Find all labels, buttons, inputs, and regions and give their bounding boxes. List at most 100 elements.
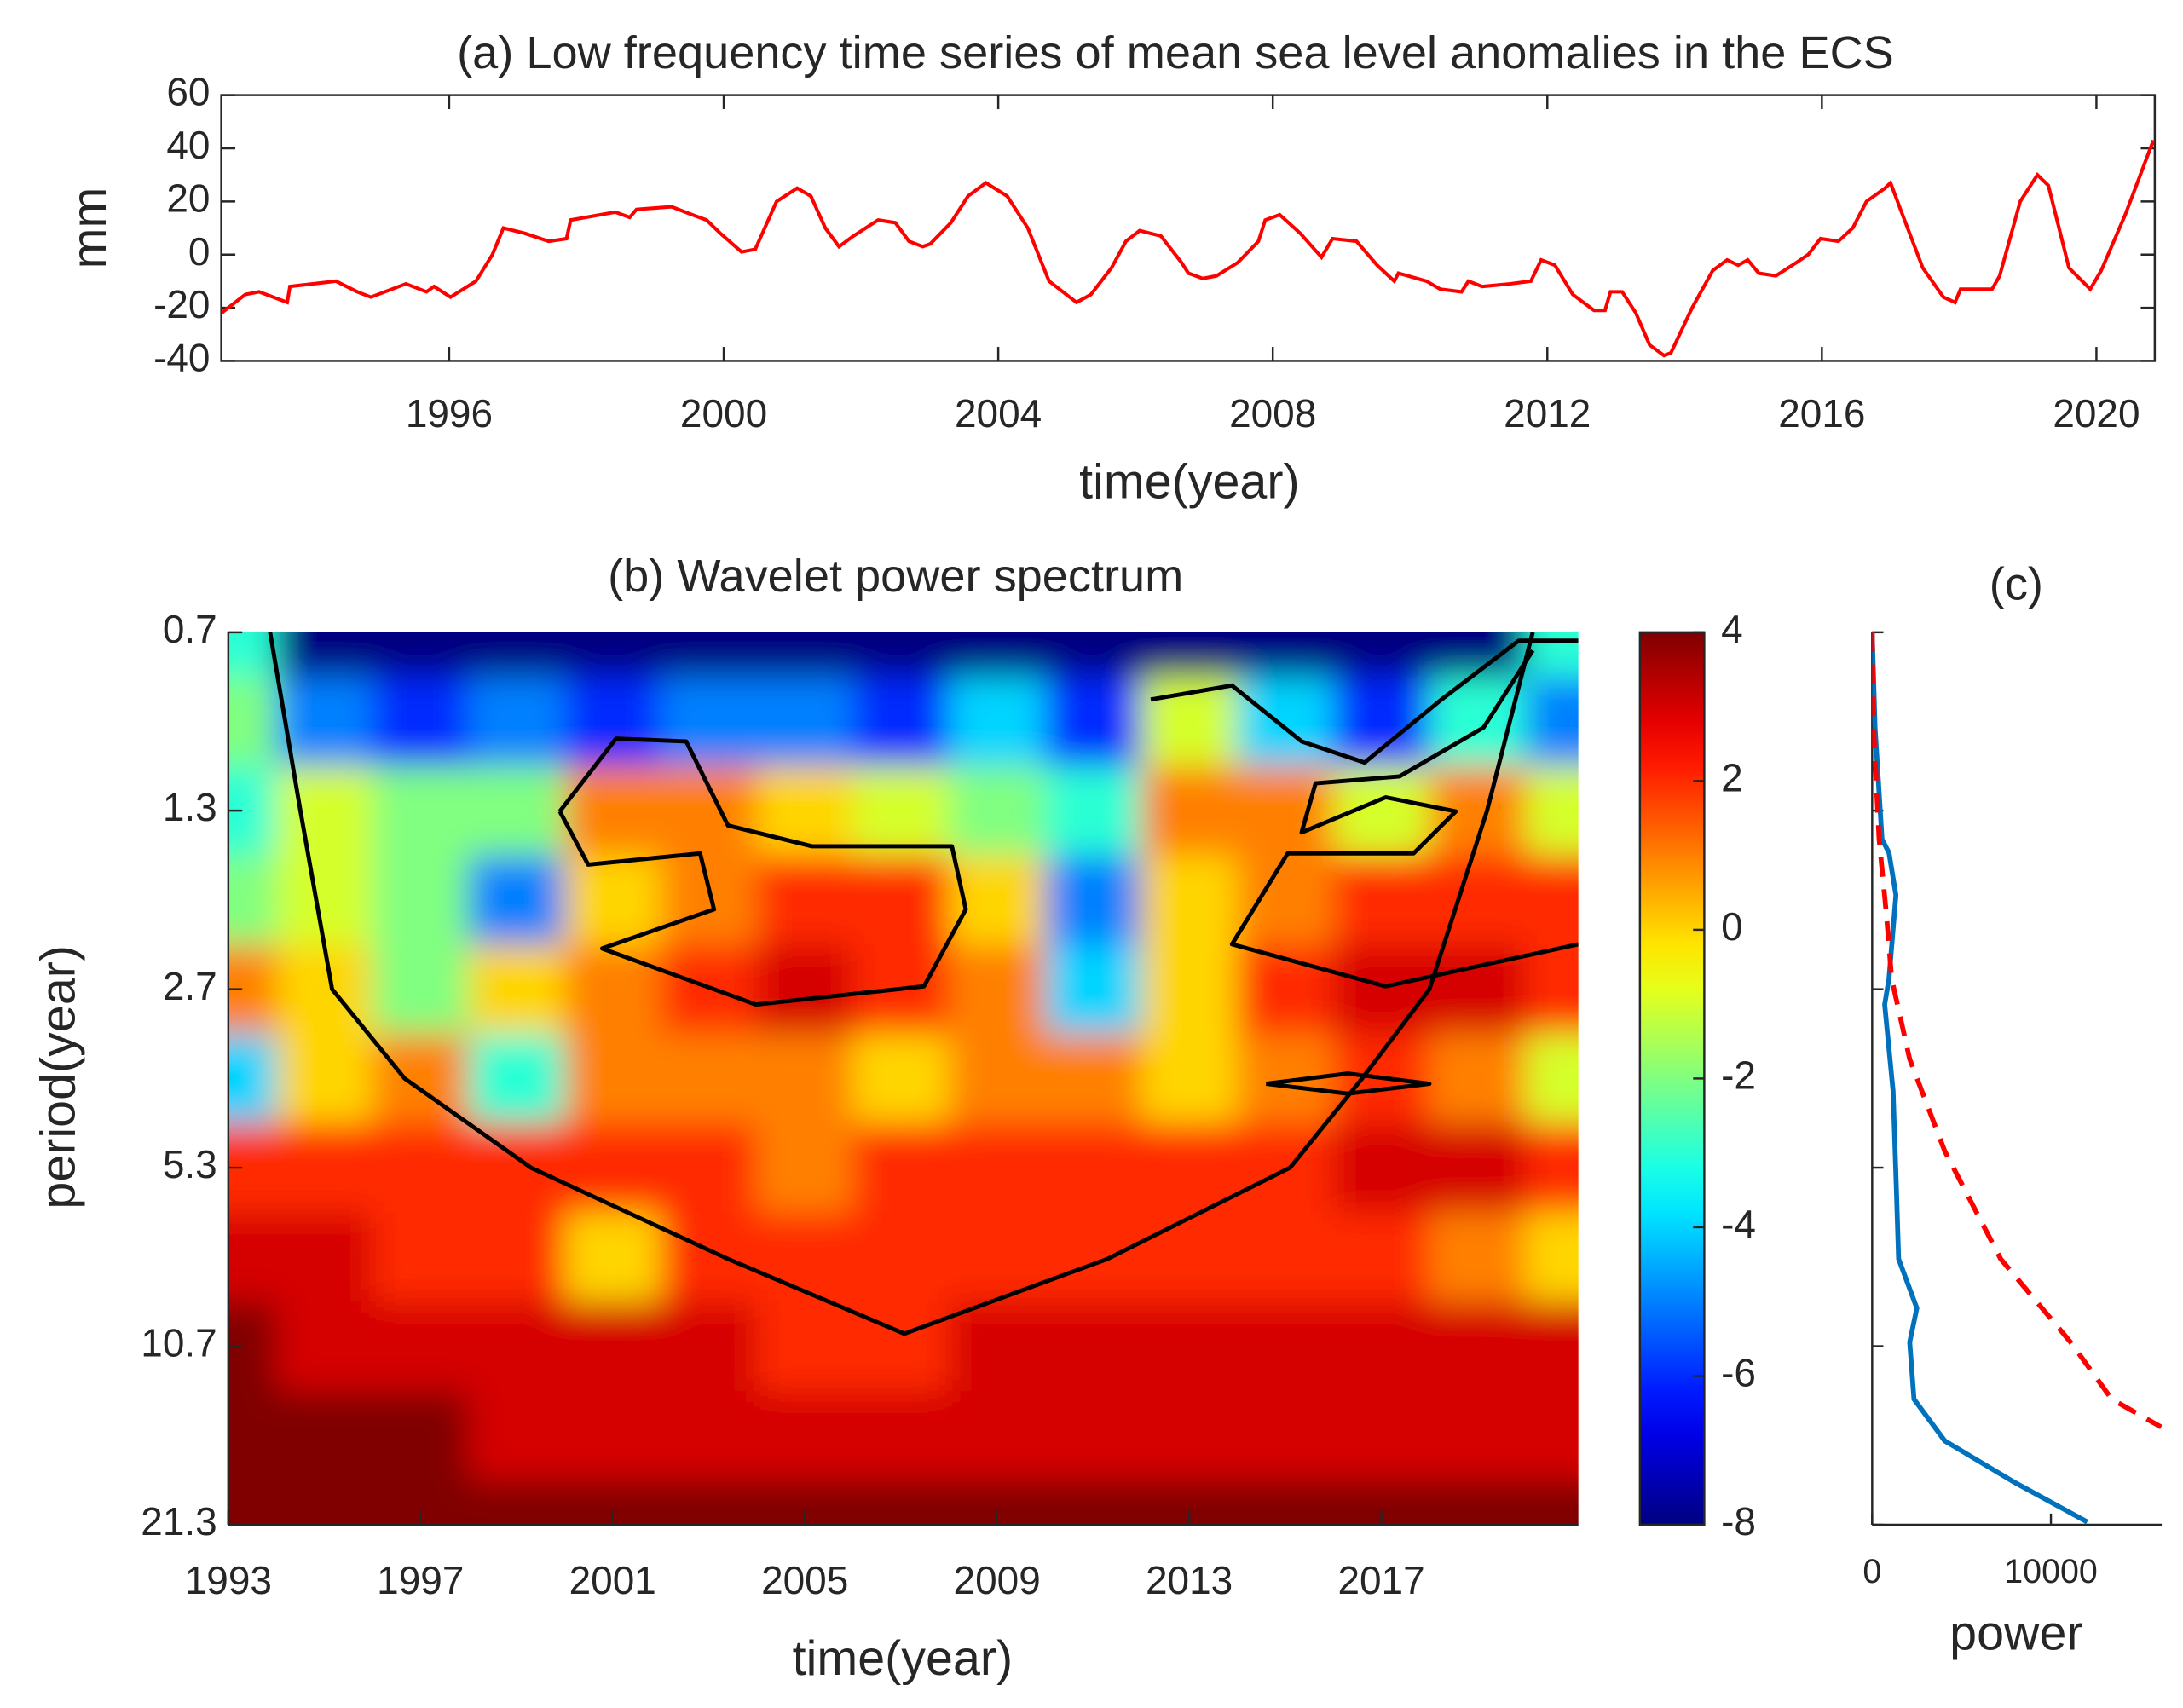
y-label-b: period(year)	[32, 945, 86, 1209]
x-tick-label: 1993	[185, 1558, 272, 1602]
power-cell	[228, 1033, 278, 1124]
power-cell	[1525, 855, 1579, 946]
power-cell	[1045, 1390, 1142, 1481]
power-cell	[372, 765, 470, 857]
power-cell	[756, 944, 854, 1035]
significance-contour	[1150, 638, 1579, 765]
x-label-b: time(year)	[793, 1631, 1014, 1686]
power-cell	[756, 1033, 854, 1124]
y-tick-label: 5.3	[163, 1142, 217, 1186]
power-cell	[1525, 1301, 1579, 1392]
power-cell	[1141, 944, 1239, 1035]
power-cell	[1237, 765, 1335, 857]
spectrum-line	[1872, 632, 2089, 1525]
power-cell	[468, 1033, 566, 1124]
x-label-a: time(year)	[1079, 455, 1300, 510]
y-label-a: mm	[62, 188, 117, 269]
power-cell	[372, 1122, 470, 1214]
x-tick-label: 2016	[1778, 391, 1865, 436]
power-cell	[564, 855, 661, 946]
power-cell	[564, 677, 661, 767]
power-cell	[1429, 1212, 1527, 1302]
power-cell	[1237, 677, 1335, 767]
power-cell	[661, 1033, 758, 1124]
power-cell	[468, 1212, 566, 1302]
power-cell	[661, 1212, 758, 1302]
power-cell	[1525, 944, 1579, 1035]
power-cell	[1429, 1301, 1527, 1392]
power-cell	[228, 1390, 278, 1481]
power-cell	[1429, 1480, 1527, 1525]
significance-contour	[1229, 649, 1579, 989]
x-tick-label: 2000	[680, 391, 767, 436]
power-cell	[1525, 1480, 1579, 1525]
power-cell	[372, 1301, 470, 1392]
power-cell	[564, 1122, 661, 1214]
power-cell	[276, 632, 373, 678]
title-c: (c)	[1990, 559, 2043, 610]
power-cell	[661, 1122, 758, 1214]
power-cell	[852, 1033, 950, 1124]
power-cell	[1237, 632, 1335, 678]
y-tick-label: 0.7	[163, 607, 217, 651]
significance-contour	[557, 736, 968, 1007]
power-cell	[949, 1033, 1046, 1124]
power-cell	[1237, 1301, 1335, 1392]
power-cell	[1141, 1122, 1239, 1214]
power-cell	[276, 1122, 373, 1214]
power-cell	[756, 1122, 854, 1214]
power-cell	[372, 1390, 470, 1481]
power-cell	[1525, 632, 1579, 678]
y-tick-label: 40	[166, 123, 210, 167]
title-b: (b) Wavelet power spectrum	[608, 551, 1183, 602]
power-cell	[1429, 855, 1527, 946]
power-cell	[1141, 632, 1239, 678]
power-cell	[468, 1301, 566, 1392]
power-cell	[852, 1212, 950, 1302]
power-field	[228, 632, 1579, 1525]
colorbar-tick-label: -2	[1721, 1053, 1756, 1098]
x-tick-label: 2020	[2053, 391, 2140, 436]
power-cell	[949, 1390, 1046, 1481]
power-cell	[276, 765, 373, 857]
significance-contour	[1265, 1071, 1432, 1096]
x-tick-label: 2012	[1504, 391, 1591, 436]
power-cell	[661, 855, 758, 946]
power-cell	[1333, 1390, 1430, 1481]
power-cell	[564, 1390, 661, 1481]
power-cell	[1141, 1033, 1239, 1124]
colorbar-tick-label: 2	[1721, 756, 1743, 800]
power-cell	[661, 1480, 758, 1525]
power-cell	[949, 677, 1046, 767]
power-cell	[468, 677, 566, 767]
power-cell	[1045, 1033, 1142, 1124]
power-cell	[468, 765, 566, 857]
power-cell	[1525, 1390, 1579, 1481]
power-cell	[661, 632, 758, 678]
power-cell	[1045, 1212, 1142, 1302]
power-cell	[1141, 677, 1239, 767]
y-tick-label: 20	[166, 176, 210, 220]
power-cell	[372, 632, 470, 678]
x-tick-label: 2001	[569, 1558, 656, 1602]
power-cell	[228, 632, 278, 678]
x-tick-label: 0	[1862, 1553, 1881, 1590]
power-cell	[1429, 1122, 1527, 1214]
power-cell	[1045, 677, 1142, 767]
x-tick-label: 2008	[1229, 391, 1316, 436]
power-cell	[372, 944, 470, 1035]
power-cell	[564, 1301, 661, 1392]
y-tick-label: 21.3	[141, 1499, 217, 1544]
power-cell	[756, 1301, 854, 1392]
power-cell	[1045, 765, 1142, 857]
power-cell	[228, 1212, 278, 1302]
power-cell	[1333, 1212, 1430, 1302]
power-cell	[1333, 632, 1430, 678]
colorbar-tick-label: -8	[1721, 1499, 1756, 1544]
power-cell	[564, 632, 661, 678]
power-cell	[661, 677, 758, 767]
power-cell	[756, 855, 854, 946]
y-tick-label: 2.7	[163, 964, 217, 1008]
